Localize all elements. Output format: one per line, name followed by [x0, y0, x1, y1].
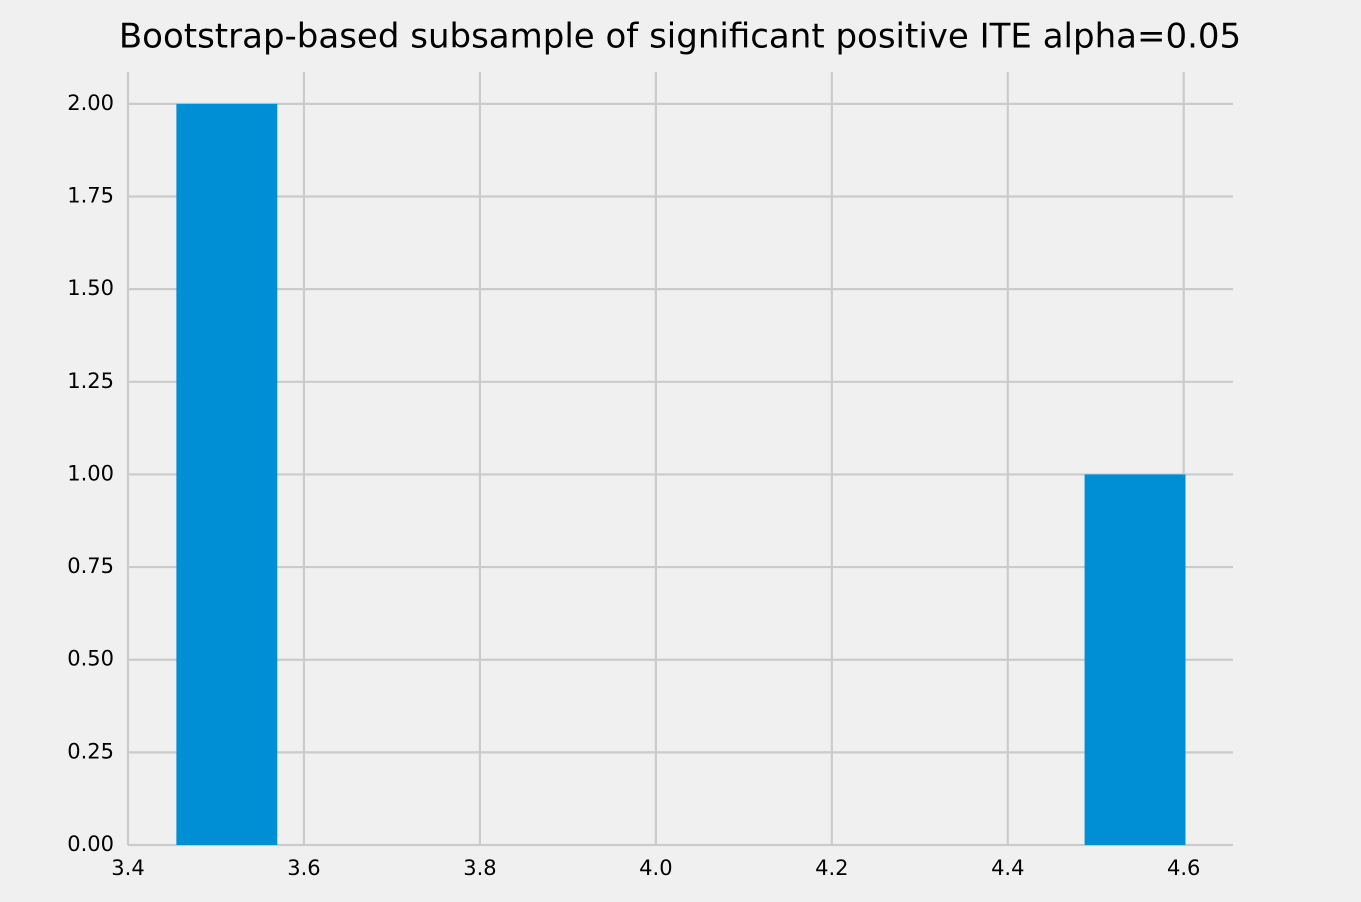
y-tick-label: 1.00: [67, 461, 114, 485]
x-tick-label: 4.2: [815, 856, 848, 880]
x-tick-label: 4.0: [639, 856, 672, 880]
chart-title: Bootstrap-based subsample of significant…: [119, 17, 1241, 57]
bar: [1084, 474, 1186, 845]
x-tick-label: 4.6: [1167, 856, 1200, 880]
x-tick-label: 3.8: [463, 856, 496, 880]
y-tick-label: 1.50: [67, 276, 114, 300]
y-tick-label: 0.50: [67, 647, 114, 671]
x-tick-label: 3.6: [287, 856, 320, 880]
y-tick-label: 0.00: [67, 832, 114, 856]
x-tick-label: 4.4: [991, 856, 1024, 880]
x-tick-label: 3.4: [111, 856, 144, 880]
y-tick-label: 1.75: [67, 184, 114, 208]
y-tick-label: 0.75: [67, 554, 114, 578]
y-tick-label: 2.00: [67, 91, 114, 115]
bar: [176, 103, 278, 845]
y-tick-label: 0.25: [67, 739, 114, 763]
y-tick-label: 1.25: [67, 369, 114, 393]
